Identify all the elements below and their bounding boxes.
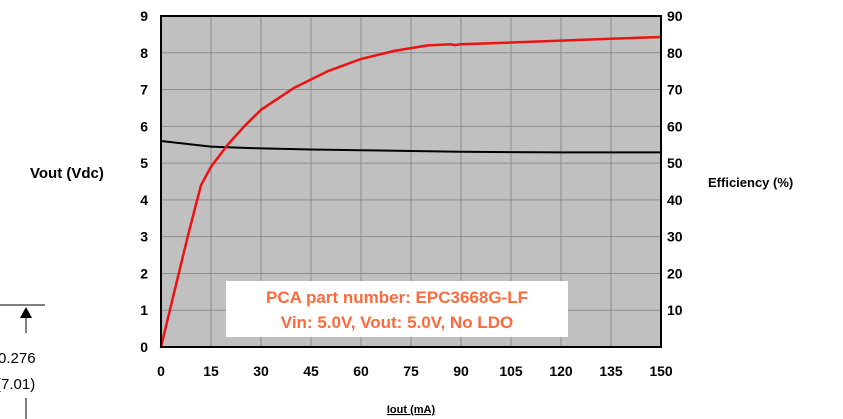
- x-tick-label: 135: [599, 363, 623, 379]
- y-right-axis-title: Efficiency (%): [708, 175, 793, 190]
- annotation-box: [226, 281, 568, 337]
- y-left-tick-label: 6: [140, 118, 148, 134]
- y-left-tick-label: 0: [140, 339, 148, 355]
- x-tick-label: 60: [353, 363, 369, 379]
- x-tick-label: 45: [303, 363, 319, 379]
- y-left-tick-label: 3: [140, 229, 148, 245]
- y-left-tick-label: 2: [140, 265, 148, 281]
- x-tick-label: 120: [549, 363, 573, 379]
- y-right-tick-label: 50: [667, 155, 683, 171]
- plot-border: [160, 15, 662, 348]
- y-left-tick-label: 9: [140, 8, 148, 24]
- x-tick-label: 150: [649, 363, 673, 379]
- x-tick-label: 15: [203, 363, 219, 379]
- x-tick-label: 105: [499, 363, 523, 379]
- x-tick-label: 0: [157, 363, 165, 379]
- efficiency-series-line: [159, 35, 663, 349]
- y-right-tick-label: 20: [667, 265, 683, 281]
- dimension-value: 0.276: [0, 350, 36, 367]
- y-right-tick-label: 60: [667, 118, 683, 134]
- x-tick-label: 90: [453, 363, 469, 379]
- y-right-tick-label: 10: [667, 302, 683, 318]
- y-right-tick-label: 40: [667, 192, 683, 208]
- y-left-tick-label: 1: [140, 302, 148, 318]
- tick-labels: 0 15 30 45 60 75 90 105 120 135 150012345678910203…: [140, 8, 683, 379]
- x-axis-title: Iout (mA): [387, 404, 436, 416]
- y-left-tick-label: 5: [140, 155, 148, 171]
- y-left-axis-title: Vout (Vdc): [30, 165, 104, 182]
- y-right-tick-label: 70: [667, 82, 683, 98]
- dimension-value-metric: (7.01): [0, 376, 35, 393]
- dimension-arrow-head: [20, 307, 32, 318]
- y-right-tick-label: 80: [667, 45, 683, 61]
- y-left-tick-label: 4: [140, 192, 148, 208]
- y-left-tick-label: 8: [140, 45, 148, 61]
- dimension-callout: 0.276 (7.01): [0, 304, 45, 419]
- x-tick-label: 30: [253, 363, 269, 379]
- y-right-tick-label: 90: [667, 8, 683, 24]
- annotation-line-2: Vin: 5.0V, Vout: 5.0V, No LDO: [281, 313, 513, 332]
- y-right-tick-label: 30: [667, 229, 683, 245]
- y-left-tick-label: 7: [140, 82, 148, 98]
- x-tick-label: 75: [403, 363, 419, 379]
- data-series: [159, 35, 663, 349]
- vout-series-line: [160, 140, 662, 154]
- annotation-line-1: PCA part number: EPC3668G-LF: [266, 288, 528, 307]
